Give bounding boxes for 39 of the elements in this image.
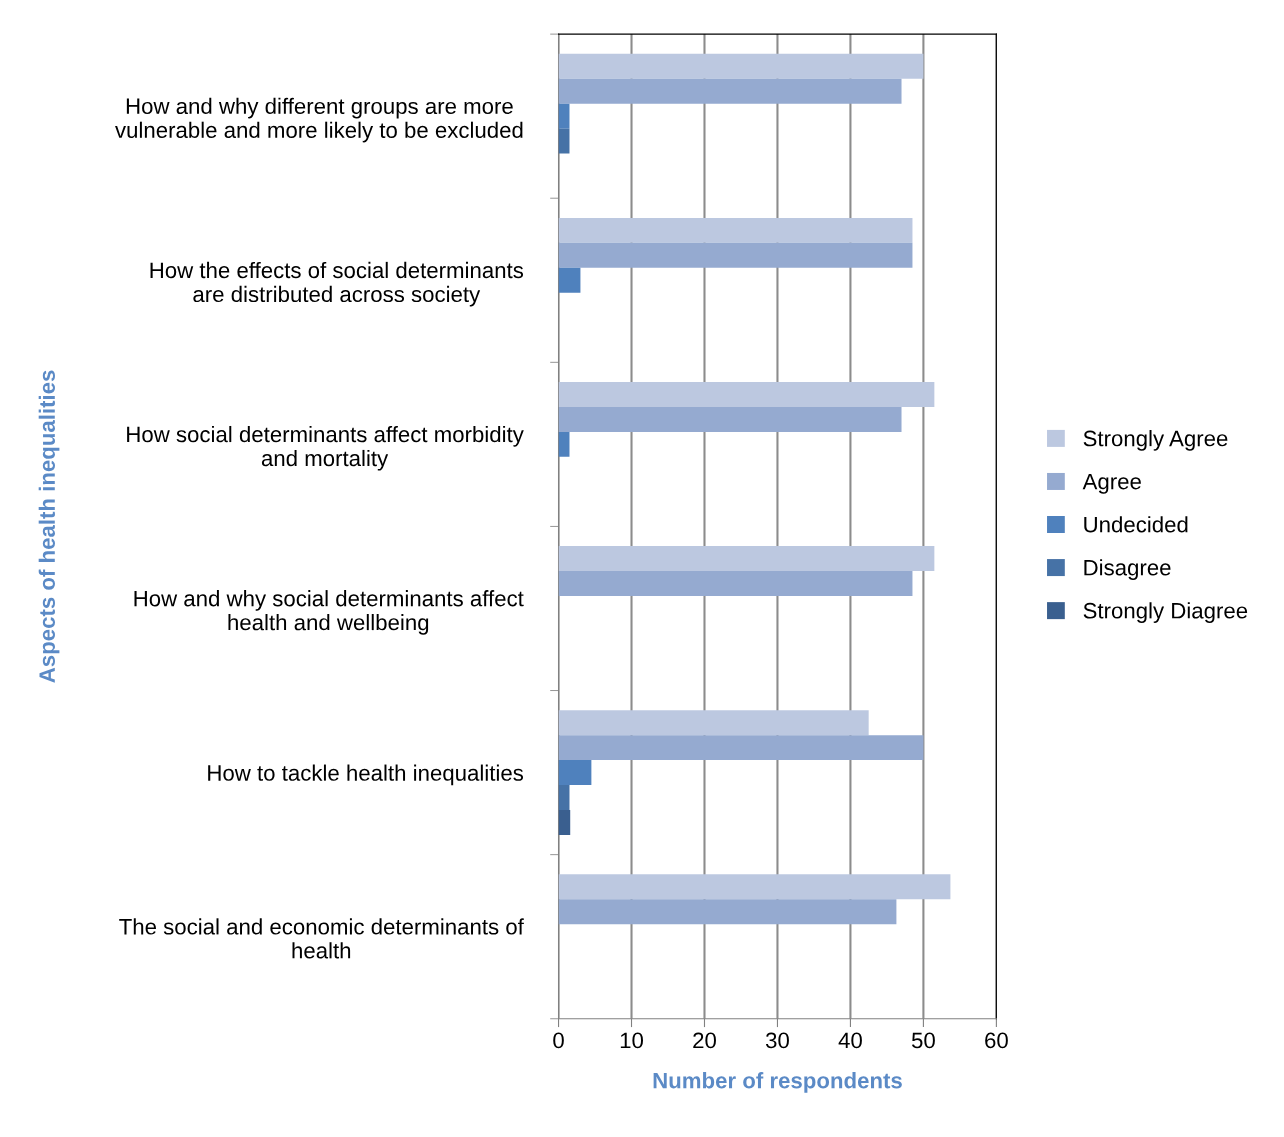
- y-tick-label: How social determinants affect morbidity and mortality: [127, 425, 524, 471]
- bar: [558, 78, 902, 104]
- x-tick-label: 40: [838, 1032, 862, 1049]
- bar: [558, 217, 913, 243]
- bar: [558, 406, 902, 432]
- bar: [558, 710, 869, 736]
- x-tick-label: 50: [911, 1032, 935, 1049]
- y-tick-label: How to tackle health inequalities: [208, 764, 524, 786]
- x-tick-label: 30: [765, 1032, 789, 1049]
- y-tick-label: How and why different groups are more vulnerable and more likely to be excluded: [115, 97, 523, 143]
- bar: [558, 53, 924, 79]
- bar: [558, 242, 913, 268]
- bar: [558, 546, 935, 572]
- bar: [558, 899, 897, 925]
- bar: [558, 128, 570, 154]
- bar: [558, 785, 570, 811]
- bar: [558, 267, 581, 293]
- legend-label: Disagree: [1084, 559, 1171, 580]
- legend-label: Strongly Diagree: [1083, 602, 1248, 623]
- y-tick-label: How the effects of social determinants are distributed across society: [150, 261, 524, 307]
- bar: [558, 431, 570, 457]
- x-tick-label: 60: [985, 1032, 1008, 1049]
- bar: [558, 382, 935, 407]
- legend-label: Agree: [1082, 473, 1141, 494]
- x-tick-label: 10: [620, 1032, 643, 1049]
- bar: [558, 571, 913, 597]
- y-axis-title: Aspects of health inequalities: [38, 370, 60, 683]
- legend-label: Undecided: [1084, 516, 1188, 533]
- x-tick-label: 0: [553, 1032, 564, 1049]
- bar: [558, 735, 924, 761]
- bar: [558, 874, 951, 900]
- x-tick-label: 20: [693, 1032, 716, 1049]
- bar: [558, 810, 571, 835]
- bar: [558, 103, 570, 129]
- bar: [558, 760, 592, 786]
- legend-label: Strongly Agree: [1083, 430, 1228, 451]
- y-tick-label: How and why social determinants affect health and wellbeing: [134, 590, 524, 635]
- x-axis-title: Number of respondents: [653, 1072, 902, 1093]
- y-tick-label: The social and economic determinants of health: [119, 918, 524, 959]
